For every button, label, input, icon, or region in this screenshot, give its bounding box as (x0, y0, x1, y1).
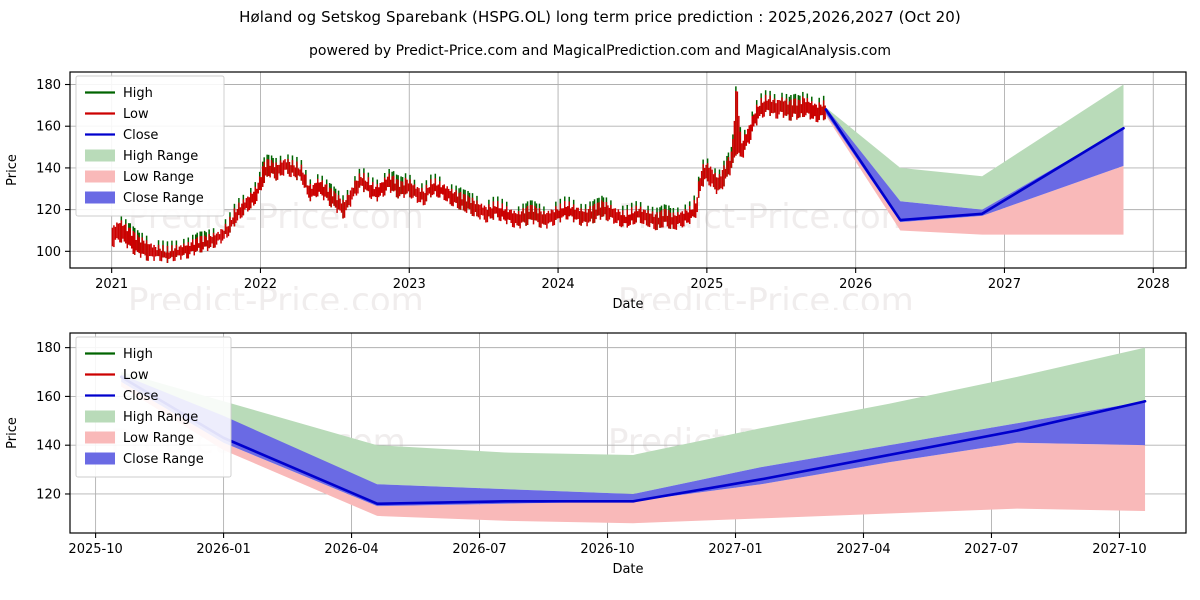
legend-label: Close (123, 389, 158, 404)
legend-patch-swatch (85, 452, 115, 465)
high-range-band (121, 347, 1146, 494)
low-range-band (121, 381, 1146, 524)
x-tick-label: 2027-10 (1092, 542, 1146, 557)
legend-patch-swatch (85, 170, 115, 183)
bottom-chart: Predict-Price.comPredict-Price.com120140… (5, 332, 1187, 577)
page-title: Høland og Setskog Sparebank (HSPG.OL) lo… (239, 8, 961, 26)
top-chart: Predict-Price.com Predict-Price.comPredic… (5, 71, 1187, 310)
chart-legend: High Low Close High Range Low Range Close Ran… (75, 75, 225, 217)
x-tick-label: 2028 (1137, 277, 1170, 292)
close-range-band (121, 374, 1146, 507)
legend-patch-swatch (85, 410, 115, 423)
legend-label: High Range (123, 410, 198, 425)
legend-label: Close Range (123, 452, 204, 467)
y-tick-label: 160 (36, 390, 61, 405)
watermark: Predict-Price.com (128, 281, 424, 310)
x-tick-label: 2021 (95, 277, 128, 292)
legend-label: Low (123, 368, 149, 383)
legend-label: High Range (123, 149, 198, 164)
x-tick-label: 2023 (393, 277, 426, 292)
x-axis-label: Date (612, 297, 643, 310)
x-tick-label: 2027-04 (836, 542, 890, 557)
y-tick-label: 160 (36, 120, 61, 135)
x-tick-label: 2022 (244, 277, 277, 292)
legend-patch-swatch (85, 191, 115, 204)
x-tick-label: 2027-01 (708, 542, 762, 557)
legend-label: Close Range (123, 191, 204, 206)
close-forecast-line (824, 108, 1125, 222)
watermark: Predict-Price.com (618, 281, 914, 310)
x-tick-label: 2027 (988, 277, 1021, 292)
legend-label: Low Range (123, 170, 194, 185)
x-axis-label: Date (612, 562, 643, 577)
legend-label: Low Range (123, 431, 194, 446)
y-axis-label: Price (5, 417, 20, 449)
y-tick-label: 180 (36, 78, 61, 93)
close-forecast-line (119, 375, 1147, 506)
x-tick-label: 2026-07 (452, 542, 506, 557)
x-tick-label: 2026-10 (580, 542, 634, 557)
history-bars (111, 86, 826, 263)
legend-label: High (123, 86, 153, 101)
y-axis-label: Price (5, 154, 20, 186)
legend-label: Low (123, 107, 149, 122)
low-range-band (825, 113, 1124, 235)
chart-legend: High Low Close High Range Low Range Close Ran… (75, 336, 232, 478)
y-tick-label: 140 (36, 439, 61, 454)
x-tick-label: 2027-07 (964, 542, 1018, 557)
x-tick-label: 2025 (690, 277, 723, 292)
legend-label: Close (123, 128, 158, 143)
legend-patch-swatch (85, 431, 115, 444)
y-tick-label: 140 (36, 161, 61, 176)
high-range-band (825, 84, 1124, 210)
y-tick-label: 100 (36, 245, 61, 260)
x-tick-label: 2025-10 (68, 542, 122, 557)
legend-label: High (123, 347, 153, 362)
x-tick-label: 2026-01 (196, 542, 250, 557)
y-tick-label: 120 (36, 487, 61, 502)
legend-patch-swatch (85, 149, 115, 162)
axis-frame (69, 71, 1187, 269)
y-tick-label: 120 (36, 203, 61, 218)
axis-frame (69, 332, 1187, 534)
y-tick-label: 180 (36, 341, 61, 356)
x-tick-label: 2026-04 (324, 542, 378, 557)
x-tick-label: 2024 (542, 277, 575, 292)
page-subtitle: powered by Predict-Price.com and Magical… (309, 43, 891, 59)
x-tick-label: 2026 (839, 277, 872, 292)
